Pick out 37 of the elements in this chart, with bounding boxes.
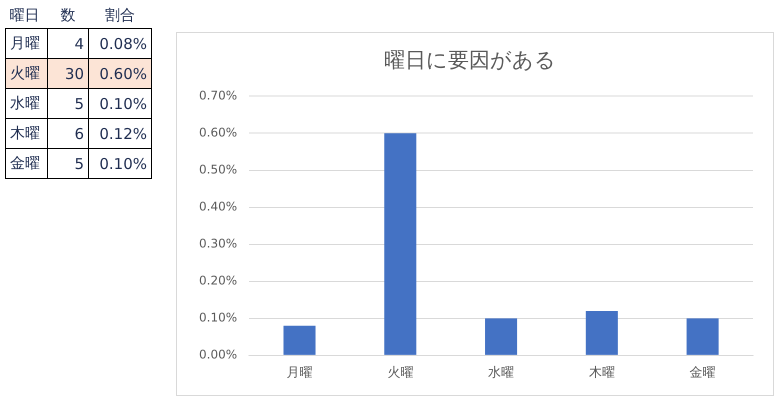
y-tick-label: 0.60%: [198, 125, 238, 140]
category-label: 木曜: [6, 118, 48, 148]
category-label: 水曜: [6, 88, 48, 118]
bar: [586, 310, 618, 355]
x-tick-label: 木曜: [588, 366, 615, 381]
bar: [283, 326, 316, 355]
bar: [384, 133, 416, 355]
data-label: 0.10%: [88, 148, 152, 178]
category-label: 月曜: [6, 28, 48, 58]
y-tick-label: 0.30%: [198, 236, 238, 250]
data-label: 4: [48, 28, 88, 58]
bar: [485, 318, 518, 355]
series-label: 割合: [104, 4, 136, 26]
y-tick-label: 0.70%: [198, 88, 238, 102]
data-label: 0.12%: [88, 118, 152, 148]
data-label: 30: [48, 58, 88, 88]
x-tick-label: 金曜: [690, 366, 716, 381]
category-label: 火曜: [6, 58, 48, 88]
data-label: 6: [48, 118, 88, 148]
data-label: 0.10%: [88, 88, 152, 118]
chart-title: 曜日に要因がある: [384, 48, 556, 72]
data-label: 0.60%: [88, 58, 152, 88]
y-tick-label: 0.10%: [198, 310, 238, 324]
bar: [686, 318, 719, 355]
x-tick-label: 水曜: [488, 366, 514, 381]
data-label: 5: [48, 88, 88, 118]
y-tick-label: 0.40%: [198, 199, 238, 214]
y-tick-label: 0.20%: [198, 273, 238, 288]
y-tick-label: 0.50%: [198, 162, 238, 176]
data-label: 5: [48, 148, 88, 178]
data-label: 0.08%: [88, 28, 152, 58]
category-label: 金曜: [6, 148, 48, 178]
x-tick-label: 火曜: [387, 366, 414, 381]
x-tick-label: 月曜: [286, 366, 313, 381]
series-label: 数: [60, 4, 76, 26]
text: 曜日: [8, 4, 40, 26]
y-tick-label: 0.00%: [198, 348, 238, 362]
